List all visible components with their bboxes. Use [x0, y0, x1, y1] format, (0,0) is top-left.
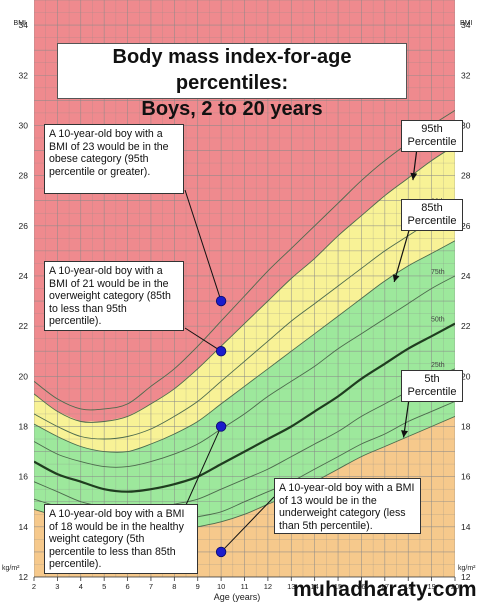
callout-leader-line: [220, 496, 275, 553]
y-axis-title-right: BMI: [460, 20, 473, 27]
x-tick-label: 12: [264, 582, 272, 591]
callout-healthy: A 10-year-old boy with a BMI of 18 would…: [44, 504, 198, 574]
data-point-obese: [215, 295, 227, 307]
percentile-box-85th: 85th Percentile: [401, 199, 463, 231]
y-tick-label-left: 26: [19, 221, 29, 231]
x-tick-label: 6: [125, 582, 129, 591]
x-tick-label: 17: [381, 582, 389, 591]
y-tick-label-right: 34: [461, 20, 471, 30]
series-line-90th: [34, 205, 455, 440]
y-tick-label-right: 32: [461, 70, 471, 80]
callout-overweight: A 10-year-old boy with a BMI of 21 would…: [44, 261, 184, 331]
y-tick-label-left: 20: [19, 371, 29, 381]
x-tick-label: 9: [196, 582, 200, 591]
callout-obese: A 10-year-old boy with a BMI of 23 would…: [44, 124, 184, 194]
x-tick-label: 4: [79, 582, 83, 591]
x-tick-label: 10: [217, 582, 225, 591]
y-unit-left: kg/m²: [2, 565, 20, 572]
series-line-75th: [34, 275, 455, 468]
percentile-85-number: 85th: [421, 202, 443, 214]
series-label-75th: 75th: [431, 269, 445, 276]
y-tick-label-right: 16: [461, 472, 471, 482]
chart-title-box: Body mass index-for-age percentiles: Boy…: [57, 43, 407, 120]
x-tick-label: 14: [310, 582, 318, 591]
x-tick-label: 8: [172, 582, 176, 591]
x-tick-label: 20: [451, 582, 459, 591]
percentile-box-5th: 5th Percentile: [401, 370, 463, 402]
y-tick-label-left: 24: [19, 271, 29, 281]
x-tick-label: 5: [102, 582, 106, 591]
x-tick-label: 13: [287, 582, 295, 591]
y-tick-label-left: 18: [19, 421, 29, 431]
chart-title-line1: Body mass index-for-age percentiles:: [112, 46, 352, 94]
watermark: muhadharaty.com: [293, 578, 477, 601]
y-tick-label-right: 18: [461, 421, 471, 431]
callout-leader-line: [184, 189, 222, 302]
percentile-5-word: Percentile: [407, 386, 457, 398]
percentile-95-word: Percentile: [407, 136, 457, 148]
arrow-85th-head: [392, 274, 400, 282]
percentile-box-95th: 95th Percentile: [401, 120, 463, 152]
x-tick-label: 7: [149, 582, 153, 591]
y-tick-label-right: 14: [461, 522, 471, 532]
y-tick-label-right: 12: [461, 572, 471, 582]
data-point-underweight: [215, 546, 227, 558]
series-line-50th: [34, 322, 455, 493]
arrow-95th-head: [410, 172, 418, 181]
y-tick-label-right: 28: [461, 171, 471, 181]
x-axis-title: Age (years): [214, 592, 261, 602]
y-tick-label-right: 24: [461, 271, 471, 281]
y-tick-label-left: 28: [19, 171, 29, 181]
y-tick-label-right: 30: [461, 120, 471, 130]
y-tick-label-left: 16: [19, 472, 29, 482]
percentile-95-number: 95th: [421, 123, 443, 135]
y-tick-label-right: 20: [461, 371, 471, 381]
data-point-overweight: [215, 346, 227, 357]
y-unit-right: kg/m²: [458, 565, 476, 572]
chart-title-line2: Boys, 2 to 20 years: [141, 98, 323, 120]
y-tick-label-left: 12: [19, 572, 29, 582]
callout-leader-line: [184, 327, 222, 352]
series-label-50th: 50th: [431, 317, 445, 324]
x-tick-label: 16: [357, 582, 365, 591]
x-tick-label: 15: [334, 582, 342, 591]
y-tick-label-right: 26: [461, 221, 471, 231]
series-line-95th: [34, 145, 455, 423]
callout-leader-line: [185, 426, 222, 506]
percentile-85-word: Percentile: [407, 215, 457, 227]
x-tick-label: 2: [32, 582, 36, 591]
y-tick-label-left: 14: [19, 522, 29, 532]
y-tick-label-left: 34: [19, 20, 29, 30]
percentile-5-number: 5th: [424, 373, 440, 385]
y-tick-label-left: 32: [19, 70, 29, 80]
x-tick-label: 19: [427, 582, 435, 591]
callout-underweight: A 10-year-old boy with a BMI of 13 would…: [274, 478, 421, 534]
y-tick-label-right: 22: [461, 321, 471, 331]
y-tick-label-left: 30: [19, 120, 29, 130]
series-line-85th: [34, 240, 455, 453]
arrow-5th-head: [401, 430, 408, 438]
x-tick-label: 3: [55, 582, 59, 591]
series-line-97th: [34, 110, 455, 411]
series-label-25th: 25th: [431, 362, 445, 369]
x-tick-label: 18: [404, 582, 412, 591]
y-tick-label-left: 22: [19, 321, 29, 331]
y-axis-title-left: BMI: [14, 20, 27, 27]
data-point-healthy: [215, 421, 227, 432]
x-tick-label: 11: [241, 582, 249, 591]
arrow-85th-shaft: [393, 226, 411, 283]
